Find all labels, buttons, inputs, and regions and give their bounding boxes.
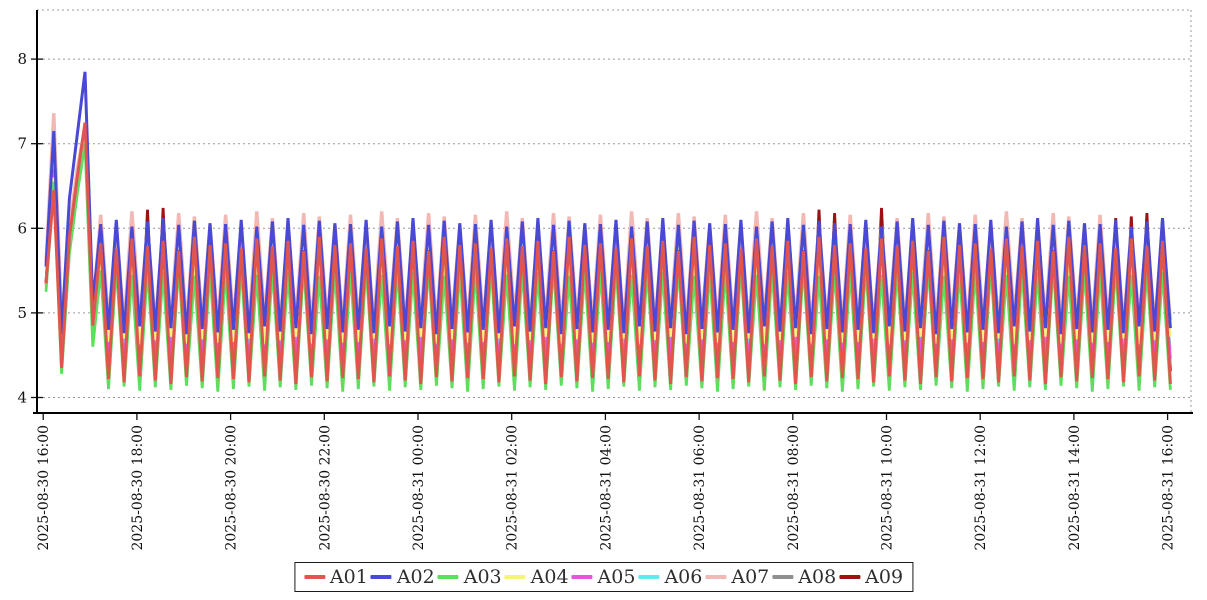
- y-axis-label-8: 8: [17, 50, 27, 68]
- x-axis-label-1: 2025-08-30 18:00: [130, 425, 146, 551]
- legend-label-A08: A08: [798, 566, 837, 588]
- legend-label-A04: A04: [530, 566, 569, 588]
- x-axis-label-12: 2025-08-31 16:00: [1161, 425, 1177, 551]
- legend-dash-A06: [638, 575, 660, 579]
- series-line-A03: [44, 143, 1172, 392]
- legend-item-A09: A09: [839, 566, 903, 588]
- x-axis-label-5: 2025-08-31 02:00: [505, 425, 521, 551]
- legend-label-A02: A02: [396, 566, 435, 588]
- legend-label-A09: A09: [865, 566, 904, 588]
- y-axis-label-4: 4: [17, 389, 27, 407]
- series-line-A02: [44, 71, 1172, 335]
- x-axis-label-0: 2025-08-30 16:00: [36, 425, 52, 551]
- x-axis-label-9: 2025-08-31 10:00: [880, 425, 896, 551]
- x-axis-label-4: 2025-08-31 00:00: [411, 425, 427, 551]
- legend-item-A05: A05: [571, 566, 636, 588]
- legend-item-A07: A07: [705, 566, 769, 588]
- legend-label-A05: A05: [597, 566, 636, 588]
- legend-dash-A07: [705, 575, 727, 579]
- legend-item-A03: A03: [437, 566, 502, 588]
- x-axis-label-3: 2025-08-30 22:00: [317, 425, 333, 551]
- series-line-A01: [44, 122, 1172, 385]
- series-line-A04: [44, 139, 1172, 345]
- x-axis-label-10: 2025-08-31 12:00: [973, 425, 989, 551]
- chart-legend: A01 A02 A03 A04 A05 A06 A07 A08 A09: [293, 562, 914, 592]
- legend-dash-A04: [504, 575, 526, 579]
- y-axis-label-6: 6: [17, 219, 27, 237]
- legend-item-A01: A01: [303, 566, 368, 588]
- x-axis-label-8: 2025-08-31 08:00: [786, 425, 802, 551]
- legend-dash-A02: [370, 575, 392, 579]
- legend-item-A02: A02: [370, 566, 435, 588]
- x-axis-label-2: 2025-08-30 20:00: [224, 425, 240, 551]
- legend-item-A04: A04: [504, 566, 569, 588]
- legend-label-A03: A03: [463, 566, 502, 588]
- x-axis-label-11: 2025-08-31 14:00: [1067, 425, 1083, 551]
- legend-item-A08: A08: [772, 566, 836, 588]
- legend-label-A06: A06: [664, 566, 703, 588]
- x-axis-label-7: 2025-08-31 06:00: [692, 425, 708, 551]
- legend-dash-A01: [303, 575, 325, 579]
- x-axis-label-6: 2025-08-31 04:00: [598, 425, 614, 551]
- legend-dash-A05: [571, 575, 593, 579]
- legend-dash-A03: [437, 575, 459, 579]
- legend-dash-A09: [839, 575, 861, 579]
- legend-item-A06: A06: [638, 566, 702, 588]
- y-axis-label-7: 7: [17, 135, 27, 153]
- y-axis-label-5: 5: [17, 304, 27, 322]
- legend-dash-A08: [772, 575, 794, 579]
- legend-label-A07: A07: [731, 566, 770, 588]
- legend-label-A01: A01: [329, 566, 368, 588]
